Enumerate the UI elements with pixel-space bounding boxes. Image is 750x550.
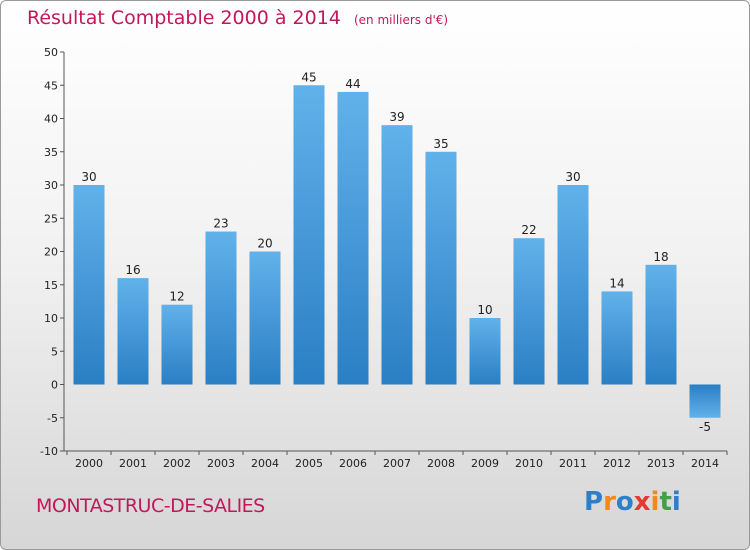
bar-2011 <box>557 185 589 385</box>
value-label-2010: 22 <box>521 223 536 237</box>
bar-2008 <box>425 151 457 385</box>
x-tick-label-2011: 2011 <box>559 457 587 470</box>
x-tick-label-2009: 2009 <box>471 457 499 470</box>
y-tick-label: 50 <box>44 46 58 59</box>
y-tick-label: 25 <box>44 212 58 225</box>
bar-2010 <box>513 238 545 385</box>
value-label-2009: 10 <box>477 303 492 317</box>
x-tick-label-2003: 2003 <box>207 457 235 470</box>
value-label-2001: 16 <box>125 263 140 277</box>
x-tick-label-2014: 2014 <box>691 457 719 470</box>
logo-letter: t <box>659 487 672 517</box>
value-label-2014: -5 <box>699 420 711 434</box>
bar-2001 <box>117 278 149 385</box>
y-tick-label: 45 <box>44 79 58 92</box>
value-label-2006: 44 <box>345 77 360 91</box>
x-tick-label-2001: 2001 <box>119 457 147 470</box>
value-label-2000: 30 <box>81 170 96 184</box>
y-tick-label: 30 <box>44 179 58 192</box>
chart-title-text: Résultat Comptable 2000 à 2014 <box>27 7 341 29</box>
x-tick-label-2004: 2004 <box>251 457 279 470</box>
x-tick-label-2012: 2012 <box>603 457 631 470</box>
value-label-2003: 23 <box>213 217 228 231</box>
logo-letter: i <box>671 487 681 517</box>
logo-letter: i <box>650 487 660 517</box>
x-tick-label-2002: 2002 <box>163 457 191 470</box>
value-label-2002: 12 <box>169 290 184 304</box>
value-label-2007: 39 <box>389 110 404 124</box>
bar-2006 <box>337 91 369 385</box>
x-tick-label-2013: 2013 <box>647 457 675 470</box>
x-tick-label-2010: 2010 <box>515 457 543 470</box>
value-label-2008: 35 <box>433 137 448 151</box>
x-tick-label-2007: 2007 <box>383 457 411 470</box>
y-tick-label: 10 <box>44 312 58 325</box>
y-tick-label: 15 <box>44 279 58 292</box>
value-label-2013: 18 <box>653 250 668 264</box>
logo-letter: P <box>584 487 604 517</box>
value-label-2011: 30 <box>565 170 580 184</box>
value-label-2012: 14 <box>609 276 624 290</box>
y-tick-label: -5 <box>47 412 58 425</box>
chart-subtitle: (en milliers d'€) <box>353 13 449 27</box>
x-tick-label-2005: 2005 <box>295 457 323 470</box>
x-tick-label-2006: 2006 <box>339 457 367 470</box>
bar-2002 <box>161 304 193 385</box>
y-tick-label: 40 <box>44 113 58 126</box>
logo-letter: x <box>633 487 651 517</box>
bar-2004 <box>249 251 281 385</box>
bar-2009 <box>469 318 501 385</box>
bar-2007 <box>381 125 413 385</box>
location-name: MONTASTRUC-DE-SALIES <box>36 495 265 517</box>
x-tick-label-2008: 2008 <box>427 457 455 470</box>
y-tick-label: 20 <box>44 246 58 259</box>
y-tick-label: 5 <box>51 345 58 358</box>
chart-title: Résultat Comptable 2000 à 2014 (en milli… <box>27 7 448 29</box>
bar-2005 <box>293 85 325 385</box>
y-tick-label: -10 <box>40 445 58 458</box>
bar-2000 <box>73 185 105 385</box>
logo-letter: o <box>615 487 634 517</box>
y-tick-label: 0 <box>51 379 58 392</box>
bar-2013 <box>645 264 677 385</box>
bar-2012 <box>601 291 633 385</box>
proxiti-logo: Proxiti <box>584 487 681 517</box>
value-label-2004: 20 <box>257 237 272 251</box>
value-label-2005: 45 <box>301 70 316 84</box>
y-tick-label: 35 <box>44 146 58 159</box>
bar-2003 <box>205 231 237 385</box>
logo-letter: r <box>603 487 616 517</box>
x-tick-label-2000: 2000 <box>75 457 103 470</box>
bar-2014 <box>689 384 721 418</box>
